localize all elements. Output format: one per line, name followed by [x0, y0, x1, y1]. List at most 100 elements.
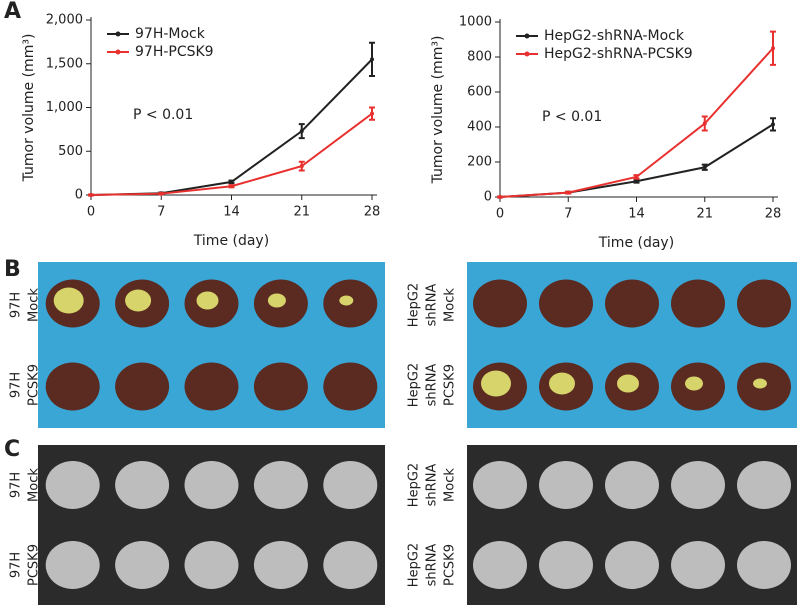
- panel-label: C: [4, 437, 20, 462]
- tissue: [323, 362, 378, 411]
- point: [702, 165, 707, 170]
- legend-swatch: [115, 31, 121, 37]
- point: [159, 191, 164, 196]
- tissue: [473, 541, 527, 589]
- tissue-spot: [267, 293, 286, 308]
- point: [566, 190, 571, 195]
- tissue-spot: [549, 372, 575, 395]
- tissue-spot: [125, 289, 152, 312]
- row-label: HepG2: [407, 463, 422, 507]
- tissue-spot: [53, 287, 84, 314]
- row-label: Mock: [443, 288, 458, 322]
- tissue: [737, 541, 791, 589]
- legend-swatch: [115, 49, 121, 55]
- x-axis-label: Time (day): [598, 235, 674, 251]
- legend-swatch: [524, 51, 530, 57]
- x-tick-label: 21: [696, 207, 713, 222]
- tissue-spot: [753, 378, 767, 389]
- tissue: [473, 279, 527, 328]
- x-tick-label: 21: [293, 205, 310, 220]
- x-tick-label: 14: [628, 207, 645, 222]
- tissue: [323, 541, 378, 589]
- point: [498, 195, 502, 199]
- y-tick-label: 0: [484, 190, 492, 205]
- y-tick-label: 600: [467, 85, 492, 100]
- tissue: [671, 279, 725, 328]
- row-label: PCSK9: [27, 544, 42, 586]
- point: [771, 122, 775, 127]
- tissue: [45, 362, 100, 411]
- y-tick-label: 200: [467, 155, 492, 170]
- point: [299, 164, 304, 169]
- row-label: PCSK9: [443, 544, 458, 586]
- point: [370, 111, 374, 116]
- tissue: [115, 461, 170, 509]
- tissue: [184, 461, 239, 509]
- x-tick-label: 0: [496, 207, 504, 222]
- row-label: 97H: [9, 472, 24, 498]
- row-label: HepG2: [407, 283, 422, 327]
- y-tick-label: 1,000: [46, 100, 83, 115]
- tissue: [539, 541, 593, 589]
- point: [229, 179, 234, 184]
- legend-label: 97H-Mock: [135, 26, 206, 42]
- row-label: shRNA: [425, 284, 440, 327]
- annotation: P < 0.01: [133, 107, 193, 123]
- x-tick-label: 28: [364, 205, 381, 220]
- point: [634, 179, 639, 184]
- tissue: [115, 362, 170, 411]
- y-tick-label: 500: [58, 144, 83, 159]
- tissue: [605, 279, 659, 328]
- y-tick-label: 0: [75, 188, 83, 203]
- y-axis-label: Tumor volume (mm³): [430, 36, 446, 185]
- row-label: PCSK9: [27, 364, 42, 406]
- tissue: [253, 461, 308, 509]
- legend-swatch: [524, 33, 530, 39]
- tissue: [737, 279, 791, 328]
- x-tick-label: 0: [87, 205, 95, 220]
- point: [89, 193, 93, 197]
- row-label: 97H: [9, 292, 24, 318]
- point: [229, 184, 234, 189]
- row-label: Mock: [27, 468, 42, 502]
- tissue: [605, 461, 659, 509]
- tissue: [539, 279, 593, 328]
- tissue-spot: [617, 374, 639, 393]
- tissue: [253, 362, 308, 411]
- annotation: P < 0.01: [542, 109, 602, 125]
- y-axis-label: Tumor volume (mm³): [21, 34, 37, 183]
- row-label: shRNA: [425, 364, 440, 407]
- x-tick-label: 7: [564, 207, 572, 222]
- point: [370, 57, 374, 62]
- tissue: [605, 541, 659, 589]
- tissue-spot: [339, 295, 354, 306]
- legend-label: 97H-PCSK9: [135, 44, 214, 60]
- row-label: 97H: [9, 552, 24, 578]
- tissue: [671, 541, 725, 589]
- row-label: shRNA: [425, 464, 440, 507]
- y-tick-label: 800: [467, 50, 492, 65]
- legend-label: HepG2-shRNA-Mock: [544, 28, 685, 44]
- y-tick-label: 1,500: [46, 56, 83, 71]
- x-tick-label: 14: [223, 205, 240, 220]
- row-label: HepG2: [407, 363, 422, 407]
- panel-label: A: [4, 0, 21, 24]
- panel-label: B: [4, 257, 21, 282]
- point: [771, 46, 775, 51]
- tissue: [737, 461, 791, 509]
- series-line: [90, 58, 373, 196]
- row-label: PCSK9: [443, 364, 458, 406]
- tissue-spot: [196, 291, 219, 310]
- tissue: [671, 461, 725, 509]
- y-tick-label: 2,000: [46, 13, 83, 28]
- tissue: [45, 461, 100, 509]
- tissue-spot: [481, 370, 511, 397]
- x-tick-label: 28: [765, 207, 782, 222]
- point: [702, 121, 707, 126]
- tissue: [184, 541, 239, 589]
- tissue: [323, 461, 378, 509]
- tissue: [115, 541, 170, 589]
- tissue: [45, 541, 100, 589]
- x-tick-label: 7: [157, 205, 165, 220]
